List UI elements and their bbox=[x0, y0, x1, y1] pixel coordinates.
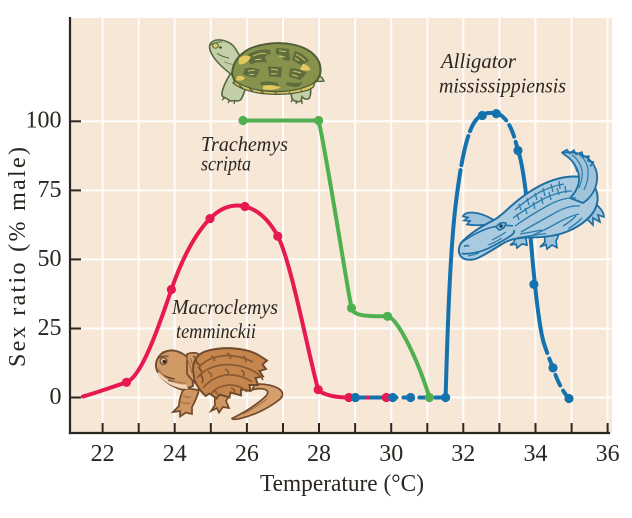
svg-text:50: 50 bbox=[38, 246, 62, 272]
svg-text:34: 34 bbox=[524, 441, 548, 467]
svg-text:30: 30 bbox=[379, 441, 403, 467]
svg-text:25: 25 bbox=[38, 315, 62, 341]
svg-text:26: 26 bbox=[235, 441, 259, 467]
svg-text:scripta: scripta bbox=[201, 152, 251, 176]
svg-text:Temperature (°C): Temperature (°C) bbox=[260, 471, 424, 497]
svg-text:Sex ratio (% male): Sex ratio (% male) bbox=[5, 147, 31, 367]
svg-text:Macroclemys: Macroclemys bbox=[171, 295, 278, 319]
svg-text:temminckii: temminckii bbox=[176, 319, 256, 343]
svg-text:22: 22 bbox=[91, 441, 115, 467]
svg-text:0: 0 bbox=[50, 384, 62, 410]
svg-text:32: 32 bbox=[451, 441, 475, 467]
svg-text:mississippiensis: mississippiensis bbox=[439, 74, 566, 98]
svg-text:Trachemys: Trachemys bbox=[201, 132, 288, 156]
svg-text:75: 75 bbox=[38, 177, 62, 203]
svg-text:28: 28 bbox=[307, 441, 331, 467]
svg-text:100: 100 bbox=[26, 108, 62, 134]
svg-text:36: 36 bbox=[596, 441, 620, 467]
svg-text:24: 24 bbox=[163, 441, 187, 467]
svg-text:Alligator: Alligator bbox=[439, 49, 517, 73]
